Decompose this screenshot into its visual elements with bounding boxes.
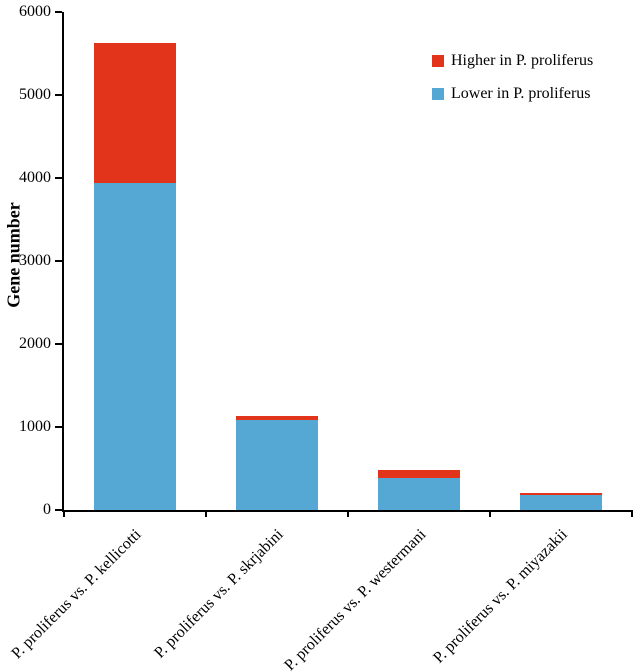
bar-segment-lower — [236, 419, 318, 510]
plot-area: 0 1000 2000 3000 4000 5000 6000 Higher in P. p… — [19, 3, 633, 518]
bar-group — [490, 12, 632, 510]
y-tick: 5000 — [0, 85, 62, 105]
y-tick-mark — [55, 343, 62, 345]
x-axis-labels: P. proliferus vs. P. kellicotti P. prolif… — [9, 514, 630, 671]
x-category-label: P. proliferus vs. P. miyazakii — [430, 526, 572, 667]
x-tick-mark — [631, 510, 633, 517]
y-tick: 6000 — [0, 2, 62, 22]
legend-label: Lower in P. proliferus — [451, 85, 591, 102]
legend-entry: Lower in P. proliferus — [432, 85, 593, 103]
y-tick: 4000 — [0, 168, 62, 188]
x-axis-ticks — [63, 510, 633, 518]
y-tick-mark — [55, 426, 62, 428]
bar-segment-higher — [94, 42, 176, 183]
bar-group — [206, 12, 348, 510]
y-tick-label: 3000 — [19, 252, 51, 269]
legend-swatch — [432, 88, 444, 100]
bars — [64, 12, 632, 510]
x-category-label: P. proliferus vs. P. kellicotti — [8, 526, 146, 663]
bar-segment-lower — [378, 477, 460, 510]
legend: Higher in P. proliferus Lower in P. proli… — [432, 52, 593, 118]
x-tick-mark — [205, 510, 207, 517]
x-category-label: P. proliferus vs. P. westermani — [280, 526, 430, 671]
y-tick: 3000 — [0, 251, 62, 271]
bar-segment-lower — [520, 495, 602, 510]
x-tick-mark — [489, 510, 491, 517]
y-tick-label: 2000 — [19, 335, 51, 352]
y-tick-mark — [55, 260, 62, 262]
legend-label: Higher in P. proliferus — [451, 52, 594, 69]
y-tick: 0 — [0, 500, 62, 520]
y-tick-mark — [55, 509, 62, 511]
y-tick-label: 1000 — [19, 418, 51, 435]
x-tick-mark — [347, 510, 349, 517]
bar-segment-lower — [94, 182, 176, 510]
y-tick-mark — [55, 177, 62, 179]
x-category-label: P. proliferus vs. P. skrjabini — [151, 526, 288, 662]
y-tick-label: 0 — [43, 501, 51, 518]
y-tick-mark — [55, 11, 62, 13]
y-tick: 1000 — [0, 417, 62, 437]
y-tick-mark — [55, 94, 62, 96]
y-tick-label: 4000 — [19, 169, 51, 186]
bar-segment-higher — [236, 415, 318, 420]
bar-segment-higher — [520, 492, 602, 496]
y-tick-label: 5000 — [19, 86, 51, 103]
legend-swatch — [432, 55, 444, 67]
x-tick-mark — [63, 510, 65, 517]
y-tick: 2000 — [0, 334, 62, 354]
bar-group — [348, 12, 490, 510]
bar-group — [64, 12, 206, 510]
bar-segment-higher — [378, 470, 460, 478]
legend-entry: Higher in P. proliferus — [432, 52, 593, 70]
y-tick-label: 6000 — [19, 3, 51, 20]
